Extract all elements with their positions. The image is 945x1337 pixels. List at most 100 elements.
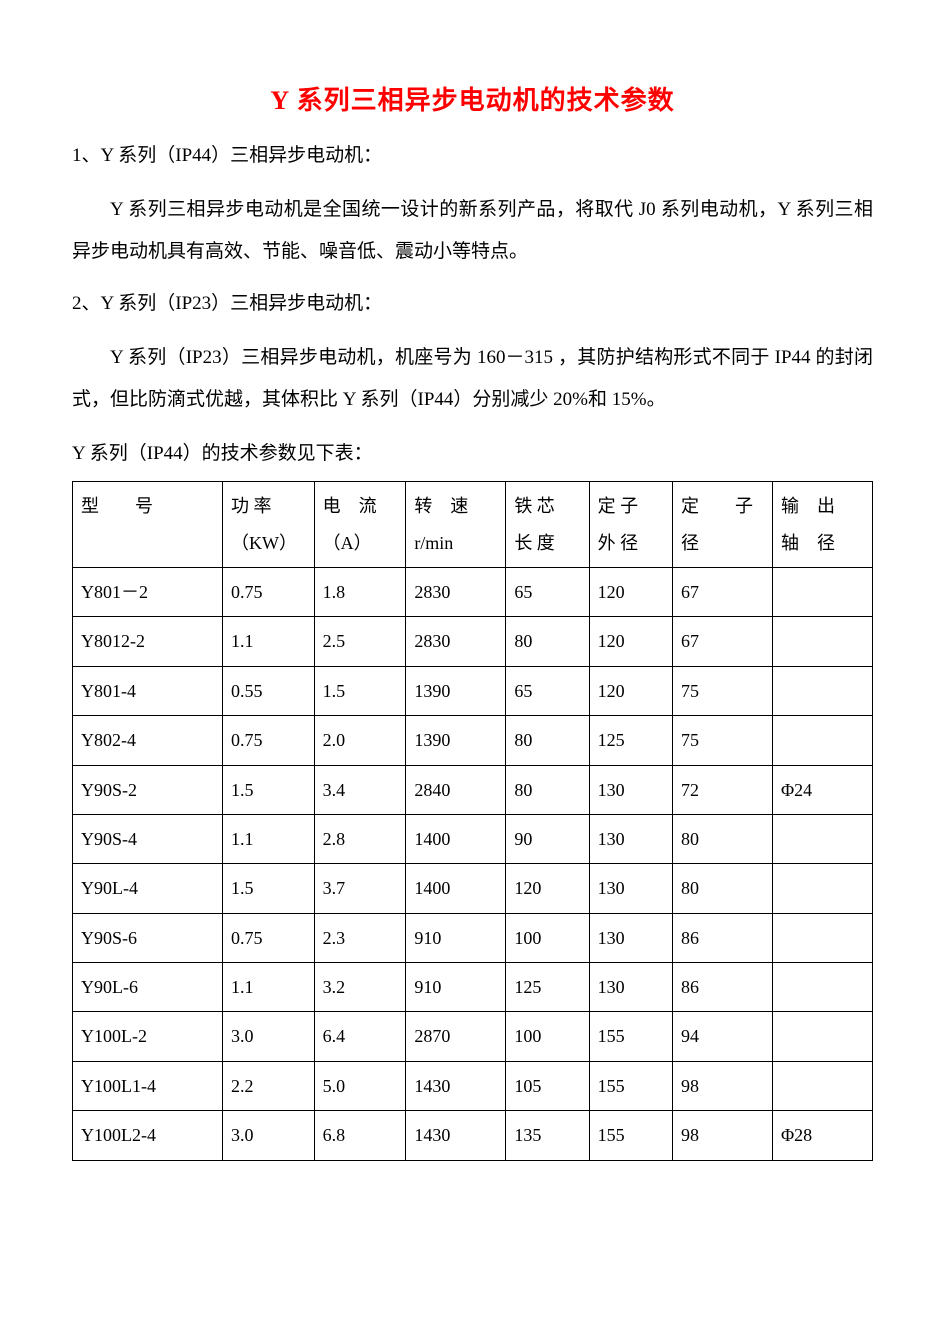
col-label: 功 率 [231, 490, 306, 522]
table-cell: 1430 [406, 1111, 506, 1160]
table-row: Y90L-61.13.291012513086 [73, 963, 873, 1012]
table-cell: 2.8 [314, 814, 406, 863]
table-cell: 80 [506, 617, 589, 666]
table-row: Y8012-21.12.528308012067 [73, 617, 873, 666]
table-cell: 5.0 [314, 1061, 406, 1110]
table-cell: 6.4 [314, 1012, 406, 1061]
table-cell: 1430 [406, 1061, 506, 1110]
table-cell: 130 [589, 864, 672, 913]
col-unit: （A） [323, 527, 398, 559]
section2-paragraph: Y 系列（IP23）三相异步电动机，机座号为 160－315 ，其防护结构形式不… [72, 337, 873, 421]
col-unit: 轴 径 [781, 527, 864, 559]
table-cell [772, 617, 872, 666]
table-cell: 67 [672, 617, 772, 666]
col-label: 型 号 [81, 490, 214, 522]
table-cell [772, 567, 872, 616]
table-cell: 2.2 [223, 1061, 315, 1110]
table-cell: 130 [589, 765, 672, 814]
col-header-current: 电 流 （A） [314, 482, 406, 568]
table-cell [772, 716, 872, 765]
table-cell: 1.5 [314, 666, 406, 715]
col-header-model: 型 号 [73, 482, 223, 568]
table-cell: 80 [506, 765, 589, 814]
table-cell: 2870 [406, 1012, 506, 1061]
table-cell: 1.5 [223, 765, 315, 814]
table-row: Y100L2-43.06.8143013515598Φ28 [73, 1111, 873, 1160]
table-cell: 3.0 [223, 1111, 315, 1160]
table-cell: 80 [672, 864, 772, 913]
col-header-shaft: 输 出 轴 径 [772, 482, 872, 568]
table-cell: 1.5 [223, 864, 315, 913]
table-cell: 155 [589, 1111, 672, 1160]
table-cell: 0.75 [223, 567, 315, 616]
table-row: Y90S-41.12.814009013080 [73, 814, 873, 863]
col-unit: （KW） [231, 527, 306, 559]
col-header-power: 功 率 （KW） [223, 482, 315, 568]
table-cell: 2.0 [314, 716, 406, 765]
table-cell: 100 [506, 913, 589, 962]
table-cell: Φ24 [772, 765, 872, 814]
table-cell: 1400 [406, 814, 506, 863]
table-cell: 1.1 [223, 963, 315, 1012]
table-cell: Y100L-2 [73, 1012, 223, 1061]
table-cell: Φ28 [772, 1111, 872, 1160]
table-cell [772, 1012, 872, 1061]
table-cell: 130 [589, 963, 672, 1012]
table-cell: 90 [506, 814, 589, 863]
table-cell [772, 913, 872, 962]
col-unit: 径 [681, 527, 764, 559]
table-cell: 80 [506, 716, 589, 765]
table-cell: 65 [506, 567, 589, 616]
table-cell: 2.3 [314, 913, 406, 962]
table-row: Y90S-60.752.391010013086 [73, 913, 873, 962]
table-cell: 2830 [406, 567, 506, 616]
col-label: 铁 芯 [514, 490, 580, 522]
table-cell: 125 [506, 963, 589, 1012]
table-body: Y801－20.751.828306512067Y8012-21.12.5283… [73, 567, 873, 1160]
table-caption: Y 系列（IP44）的技术参数见下表： [72, 437, 873, 471]
table-cell: 2840 [406, 765, 506, 814]
table-cell: 2.5 [314, 617, 406, 666]
section1-heading: 1、Y 系列（IP44）三相异步电动机： [72, 141, 873, 171]
table-cell: 130 [589, 814, 672, 863]
table-row: Y100L1-42.25.0143010515598 [73, 1061, 873, 1110]
table-cell: 1.1 [223, 617, 315, 666]
table-cell: 86 [672, 913, 772, 962]
table-header-row: 型 号 功 率 （KW） 电 流 （A） 转 速 r/min 铁 芯 长 度 定… [73, 482, 873, 568]
table-cell: 155 [589, 1012, 672, 1061]
col-label: 输 出 [781, 490, 864, 522]
table-cell: 67 [672, 567, 772, 616]
table-cell: Y90S-2 [73, 765, 223, 814]
table-row: Y801－20.751.828306512067 [73, 567, 873, 616]
table-cell: 130 [589, 913, 672, 962]
table-row: Y801-40.551.513906512075 [73, 666, 873, 715]
table-cell: Y100L2-4 [73, 1111, 223, 1160]
table-cell: 120 [506, 864, 589, 913]
table-cell: 2830 [406, 617, 506, 666]
col-label: 定 子 [598, 490, 664, 522]
col-label: 转 速 [414, 490, 497, 522]
table-cell: Y90L-4 [73, 864, 223, 913]
page-title: Y 系列三相异步电动机的技术参数 [72, 80, 873, 117]
col-label: 电 流 [323, 490, 398, 522]
table-cell: 910 [406, 963, 506, 1012]
table-cell: 98 [672, 1061, 772, 1110]
section2-heading: 2、Y 系列（IP23）三相异步电动机： [72, 289, 873, 319]
table-cell: Y90S-4 [73, 814, 223, 863]
table-cell: 65 [506, 666, 589, 715]
col-label: 定 子 [681, 490, 764, 522]
table-cell: 94 [672, 1012, 772, 1061]
table-cell [772, 814, 872, 863]
table-cell [772, 666, 872, 715]
table-cell: 1.8 [314, 567, 406, 616]
col-header-speed: 转 速 r/min [406, 482, 506, 568]
table-cell: 86 [672, 963, 772, 1012]
table-cell: 910 [406, 913, 506, 962]
table-cell: 3.0 [223, 1012, 315, 1061]
col-header-stator-od: 定 子 外 径 [589, 482, 672, 568]
table-cell: 105 [506, 1061, 589, 1110]
table-cell: 0.55 [223, 666, 315, 715]
table-cell: 80 [672, 814, 772, 863]
table-cell: 1390 [406, 666, 506, 715]
col-header-stator-id: 定 子 径 [672, 482, 772, 568]
